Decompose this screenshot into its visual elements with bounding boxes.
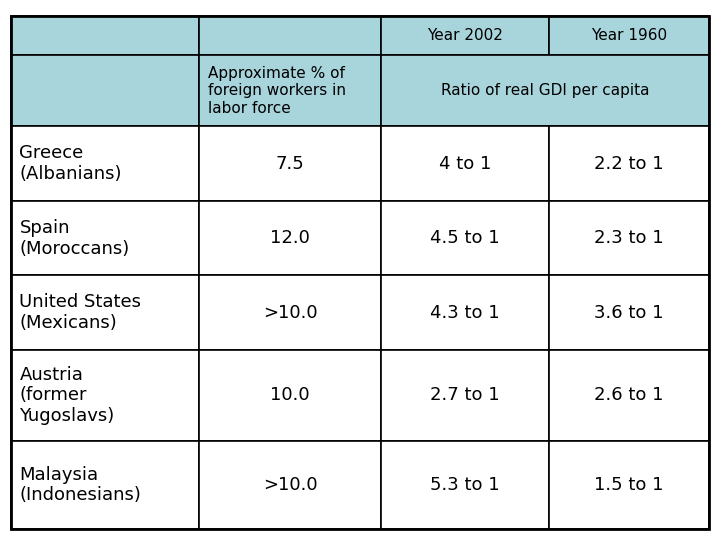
Bar [381,275,549,350]
Text: 2.6 to 1: 2.6 to 1 [594,386,664,404]
Text: 2.2 to 1: 2.2 to 1 [594,155,664,173]
Text: Ratio of real GDI per capita: Ratio of real GDI per capita [441,83,649,98]
Text: 12.0: 12.0 [270,230,310,247]
Bar [381,16,549,55]
Bar [549,16,709,55]
Bar [199,350,381,441]
Bar [381,441,549,529]
Bar [381,350,549,441]
Text: Year 2002: Year 2002 [427,28,503,43]
Bar [199,16,381,55]
Bar [199,126,381,201]
Text: Year 1960: Year 1960 [591,28,667,43]
Text: Greece
(Albanians): Greece (Albanians) [19,144,122,183]
Bar [199,275,381,350]
Text: United States
(Mexicans): United States (Mexicans) [19,293,141,332]
Bar [11,275,199,350]
Text: 4 to 1: 4 to 1 [438,155,491,173]
Bar [549,126,709,201]
Bar [199,201,381,275]
Bar [549,350,709,441]
Text: Spain
(Moroccans): Spain (Moroccans) [19,219,130,258]
Bar [549,275,709,350]
Bar [11,350,199,441]
Bar [11,55,199,126]
Bar [549,201,709,275]
Bar [381,55,709,126]
Text: Austria
(former
Yugoslavs): Austria (former Yugoslavs) [19,366,114,425]
Text: >10.0: >10.0 [263,476,318,494]
Text: 10.0: 10.0 [270,386,310,404]
Text: 4.5 to 1: 4.5 to 1 [430,230,500,247]
Text: 7.5: 7.5 [276,155,305,173]
Text: 2.3 to 1: 2.3 to 1 [594,230,664,247]
Text: Malaysia
(Indonesians): Malaysia (Indonesians) [19,465,141,504]
Text: 2.7 to 1: 2.7 to 1 [430,386,500,404]
Text: 3.6 to 1: 3.6 to 1 [594,303,664,322]
Text: 1.5 to 1: 1.5 to 1 [594,476,664,494]
Text: >10.0: >10.0 [263,303,318,322]
Text: 5.3 to 1: 5.3 to 1 [430,476,500,494]
Bar [381,201,549,275]
Text: Approximate % of
foreign workers in
labor force: Approximate % of foreign workers in labo… [208,66,346,116]
Bar [11,441,199,529]
Text: 4.3 to 1: 4.3 to 1 [430,303,500,322]
Bar [549,441,709,529]
Bar [11,16,199,55]
Bar [199,55,381,126]
Bar [381,126,549,201]
Bar [11,126,199,201]
Bar [11,201,199,275]
Bar [199,441,381,529]
